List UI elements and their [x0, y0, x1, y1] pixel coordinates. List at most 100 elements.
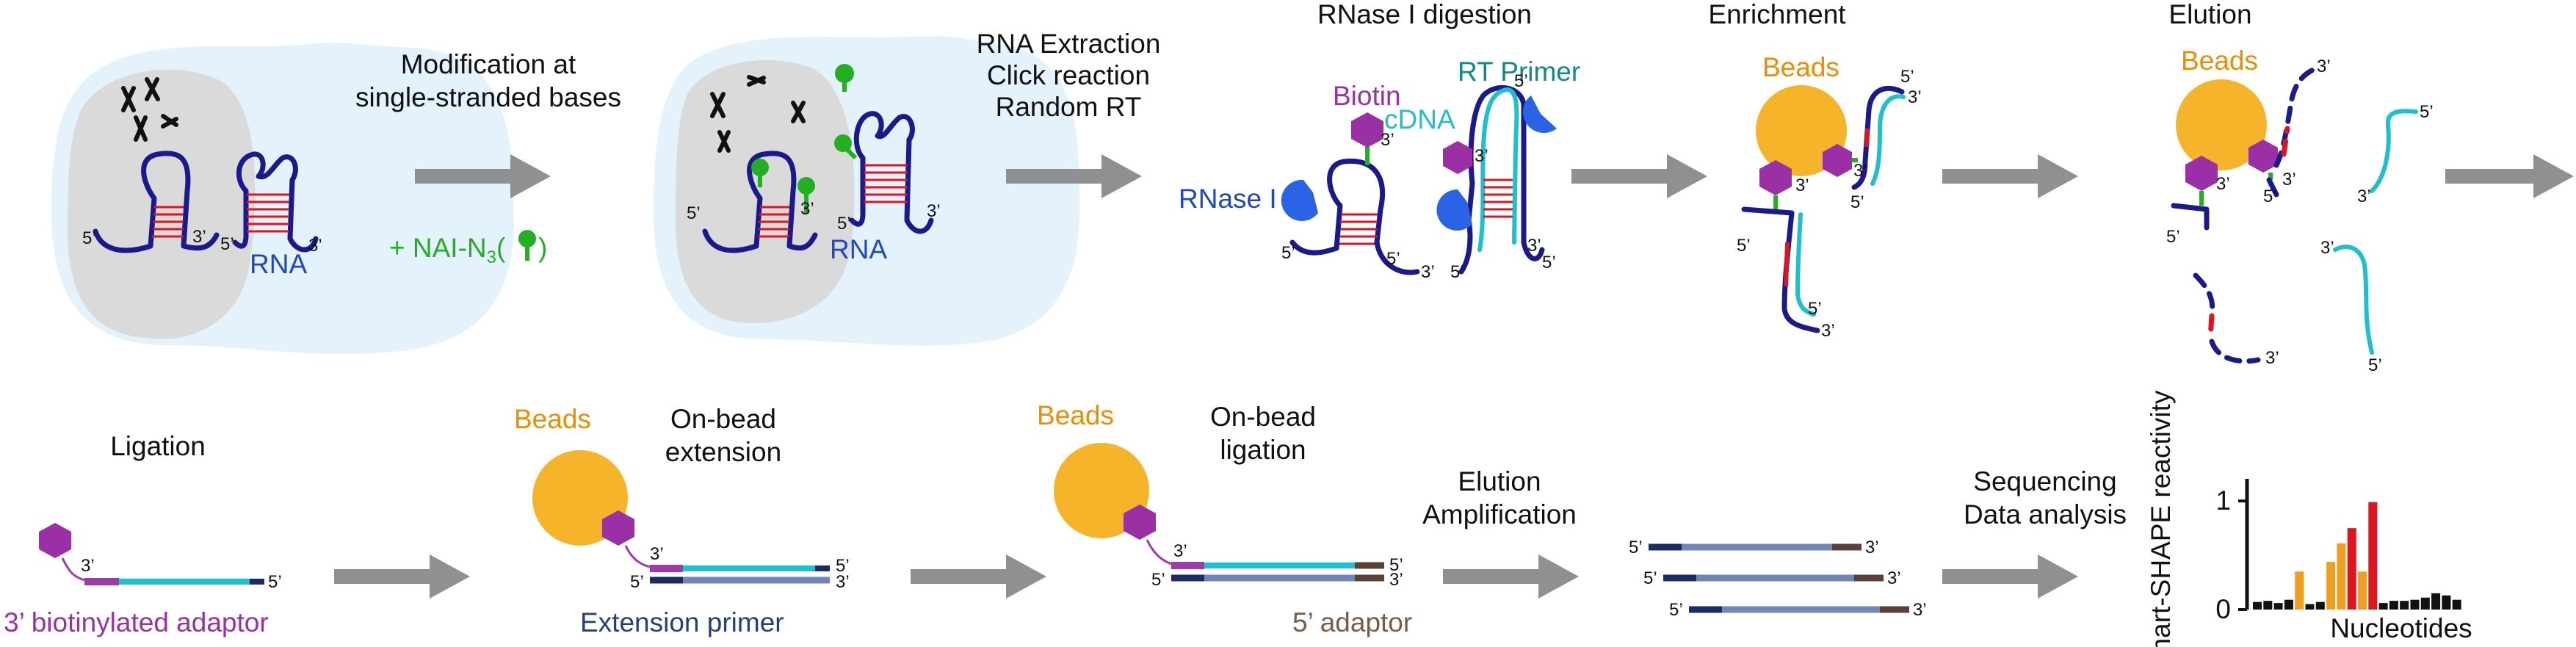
label-3prime: 3’ — [2265, 348, 2279, 368]
base-pairs-cytoplasm — [247, 193, 289, 233]
label-rt-primer: RT Primer — [1458, 57, 1580, 87]
nucleus — [676, 59, 855, 324]
panel-library: 5’ 3’ 5’ 3’ 5’ 3’ — [1629, 538, 1927, 620]
label-biotinylated-adaptor: 3’ biotinylated adaptor — [4, 607, 269, 637]
label-5prime: 5’ — [2263, 187, 2277, 206]
label-3prime: 3’ — [2216, 174, 2230, 194]
rna-strand — [1851, 85, 1905, 190]
chart-bar — [2358, 571, 2367, 610]
nai-reagent-icon — [518, 230, 536, 261]
label-5prime: 5’ — [268, 572, 282, 592]
cdna-strand — [1870, 94, 1906, 186]
chart-bar — [2305, 604, 2315, 610]
label-3prime: 3’ — [1821, 321, 1835, 341]
rnase-i-enzyme — [1281, 179, 1318, 221]
label-3prime: 3’ — [1887, 568, 1901, 588]
rna-strand-cytoplasm — [232, 151, 319, 253]
rnase-i-enzyme — [1522, 95, 1557, 134]
chart-bar — [2389, 601, 2398, 610]
label-3prime: 3’ — [1381, 130, 1394, 150]
label-biotin: Biotin — [1333, 81, 1401, 111]
chart-axes: 01 — [2215, 479, 2249, 624]
label-3prime: 3’ — [1173, 541, 1187, 561]
chart-bar — [2253, 601, 2262, 610]
panel-enrichment: Enrichment Beads 5’ 3’ 5’ 3’ 5’ 3’ 5’ 3’ — [1708, 0, 1921, 341]
label-5prime: 5’ — [2420, 102, 2434, 122]
chart-y-tick-label: 1 — [2215, 485, 2231, 516]
label-5prime: 5’ — [1542, 253, 1556, 272]
step-modification: Modification at single-stranded bases + … — [355, 49, 621, 267]
label-5prime: 5’ — [2166, 227, 2180, 247]
label-5prime: 5’ — [1900, 67, 1914, 87]
rna-strand-cytoplasm — [849, 111, 934, 234]
chart-bar — [2284, 599, 2293, 610]
label-beads: Beads — [1762, 52, 1839, 82]
rna-strand — [2266, 177, 2279, 198]
rna-strand — [1289, 158, 1386, 256]
label-nai-n3: + NAI-N3( — [389, 233, 506, 267]
enrichment-title: Enrichment — [1708, 0, 1846, 29]
biotin-hexagon — [1443, 141, 1472, 174]
chart-xlabel: Nucleotides — [2330, 613, 2472, 643]
nai-adduct — [835, 64, 854, 92]
ligation-line-2: ligation — [1220, 435, 1306, 465]
label-beads: Beads — [1037, 400, 1114, 430]
label-5prime: 5’ — [837, 214, 851, 234]
biotin-hexagon — [1351, 112, 1383, 148]
process-arrow — [1571, 154, 1707, 198]
label-5prime: 5’ — [1389, 555, 1403, 575]
panel-cell-modified: 5’ 3’ 5’ 3’ RNA — [654, 35, 1079, 346]
rna-strand-nucleus — [93, 151, 220, 253]
biotin-hexagon — [2185, 156, 2218, 191]
label-rna: RNA — [830, 234, 887, 264]
modification-line-1: Modification at — [401, 49, 576, 79]
chart-y-tick-label: 0 — [2215, 594, 2231, 624]
label-5prime: 5’ — [1386, 249, 1400, 269]
process-arrow — [334, 554, 470, 599]
chart-bar — [2337, 543, 2346, 610]
label-5prime: 5’ — [1808, 299, 1822, 319]
base-pairs-nucleus — [152, 206, 184, 238]
label-3prime: 3’ — [836, 572, 850, 592]
process-arrow — [415, 154, 551, 198]
biotin-linker — [1146, 539, 1172, 565]
rna-strand — [2171, 203, 2210, 231]
label-extension-primer: Extension primer — [580, 607, 784, 637]
chart-bar — [2368, 502, 2378, 610]
sequencing-line-1: Sequencing — [1973, 466, 2116, 496]
rna-fragment-red — [2281, 126, 2290, 157]
label-5prime: 5’ — [1629, 538, 1643, 557]
label-3prime: 3’ — [81, 556, 95, 576]
chart-bar — [2326, 561, 2336, 610]
rna-fragment-released — [2209, 339, 2261, 364]
nai-adduct — [834, 134, 858, 160]
base-pairs — [1339, 213, 1378, 245]
label-3prime: 3’ — [2317, 57, 2331, 76]
elution-amp-line-1: Elution — [1458, 466, 1541, 496]
label-5prime: 5’ — [1850, 192, 1864, 212]
panel-on-bead-ligation: Beads On-bead ligation 3’ 5’ 5’ 3’ 5’ ad… — [1037, 400, 1412, 637]
biotin-linker — [61, 557, 85, 582]
rna-fragment-released — [2273, 67, 2316, 168]
chart-ylabel: Smart-SHAPE reactivity — [2146, 390, 2176, 647]
rnase-i-enzyme — [1436, 189, 1472, 231]
extension-line-1: On-bead — [670, 404, 776, 434]
rna-strand-nucleus — [702, 151, 818, 253]
label-3prime: 3’ — [192, 227, 206, 247]
label-rna: RNA — [250, 249, 307, 279]
biotin-hexagon — [602, 510, 634, 546]
label-beads: Beads — [2181, 46, 2258, 76]
panel-cell-before: 5’ 3’ 5’ 3’ RNA — [51, 43, 514, 355]
label-3prime: 3’ — [927, 201, 941, 221]
biotin-hexagon — [1124, 505, 1156, 540]
elution-amp-line-2: Amplification — [1422, 499, 1577, 529]
chart-bar — [2315, 601, 2325, 610]
label-cdna: cDNA — [1384, 104, 1455, 134]
step-sequencing: Sequencing Data analysis — [1942, 466, 2127, 599]
label-3prime: 3’ — [1908, 87, 1922, 107]
nai-adduct — [797, 177, 815, 213]
extraction-line-1: RNA Extraction — [977, 29, 1161, 59]
base-pairs — [1483, 178, 1513, 218]
label-3prime: 3’ — [308, 236, 322, 256]
chart-bar — [2347, 528, 2356, 610]
